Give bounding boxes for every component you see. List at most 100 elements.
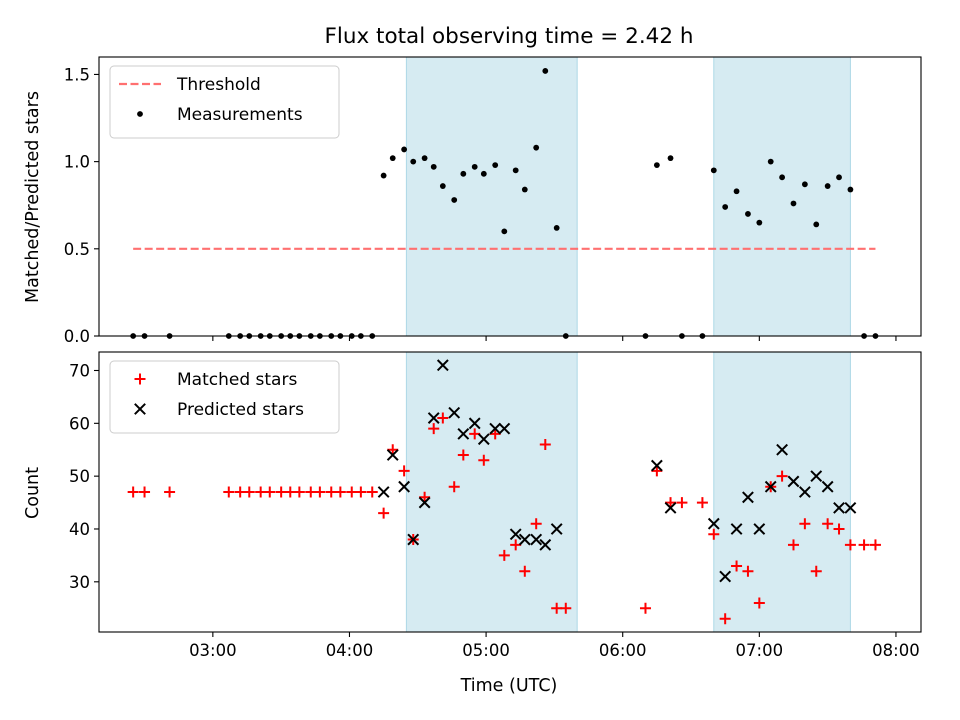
matched-star-point <box>469 428 481 440</box>
matched-star-point <box>293 486 305 498</box>
measurement-point <box>533 144 540 151</box>
measurement-point <box>653 162 660 169</box>
predicted-star-point <box>719 570 732 583</box>
matched-star-point <box>753 597 765 609</box>
measurement-point <box>847 186 854 193</box>
bottom-panel: 03:00 04:00 05:00 06:00 07:00 08:00 30 40 50 60 70… <box>69 351 922 660</box>
matched-star-point <box>822 518 834 530</box>
top-panel: 0.0 0.5 1.0 1.5 Threshold Measurements <box>64 56 922 346</box>
x-tick-label: 04:00 <box>326 641 374 660</box>
y-tick-label: 0.5 <box>64 240 90 259</box>
x-tick-label: 08:00 <box>872 641 920 660</box>
predicted-star-point <box>539 538 552 551</box>
measurement-point <box>401 146 408 153</box>
matched-star-point <box>510 539 522 551</box>
bottom-y-axis-label: Count <box>23 467 43 519</box>
predicted-star-point <box>550 523 563 535</box>
matched-star-point <box>223 486 235 498</box>
legend-label: Predicted stars <box>177 400 304 420</box>
matched-star-point <box>314 486 326 498</box>
measurement-point <box>801 181 808 188</box>
matched-star-point <box>366 486 378 498</box>
predicted-star-point <box>798 486 811 498</box>
matched-star-point <box>419 491 431 503</box>
matched-star-point <box>676 497 688 509</box>
matched-star-point <box>696 497 708 509</box>
legend-label: Threshold <box>176 75 261 95</box>
matched-star-point <box>539 438 551 450</box>
matched-star-point <box>787 539 799 551</box>
matched-star-point <box>387 444 399 456</box>
matched-star-point <box>448 481 460 493</box>
measurement-point <box>667 155 674 162</box>
predicted-star-point <box>468 417 481 430</box>
matched-star-point <box>776 470 788 482</box>
matched-star-point <box>437 412 449 424</box>
matched-star-point <box>428 423 440 435</box>
matched-star-point <box>742 565 754 577</box>
measurement-point <box>410 158 417 165</box>
matched-star-point <box>489 428 501 440</box>
matched-star-point <box>264 486 276 498</box>
matched-star-point <box>139 486 151 498</box>
predicted-star-point <box>436 359 449 372</box>
x-tick-label: 05:00 <box>462 641 510 660</box>
predicted-star-point <box>377 486 390 498</box>
matched-star-point <box>810 565 822 577</box>
matched-star-point <box>457 449 469 461</box>
matched-star-point <box>127 486 139 498</box>
measurement-point <box>451 197 458 203</box>
predicted-star-point <box>427 412 440 424</box>
predicted-star-point <box>509 528 522 541</box>
y-tick-label: 30 <box>69 573 90 592</box>
predicted-star-point <box>457 427 470 440</box>
matched-star-point <box>164 486 176 498</box>
matched-star-point <box>378 507 390 519</box>
measurement-point <box>380 172 387 179</box>
x-tick-label: 07:00 <box>736 641 784 660</box>
legend-predicted-swatch <box>134 403 146 415</box>
matched-star-point <box>355 486 367 498</box>
measurement-point <box>492 162 499 169</box>
matched-star-point <box>799 518 811 530</box>
measurement-point <box>521 186 528 193</box>
predicted-star-point <box>407 533 420 546</box>
legend: Matched stars Predicted stars <box>109 360 340 434</box>
observing-window-span <box>405 351 578 633</box>
predicted-star-point <box>730 523 743 535</box>
y-tick-label: 1.0 <box>64 153 90 172</box>
predicted-star-point <box>821 480 834 493</box>
matched-star-point <box>708 528 720 540</box>
top-y-axis-label: Matched/Predicted stars <box>23 91 43 303</box>
matched-star-point <box>858 539 870 551</box>
measurement-point <box>733 188 740 195</box>
measurement-point <box>745 211 751 217</box>
measurement-point <box>480 170 487 177</box>
predicted-star-point <box>764 480 777 493</box>
predicted-star-point <box>477 433 490 446</box>
figure-title: Flux total observing time = 2.42 h <box>325 24 694 49</box>
measurement-point <box>512 167 519 174</box>
measurement-point <box>756 219 763 226</box>
predicted-star-point <box>518 533 531 546</box>
matched-star-point <box>334 486 346 498</box>
legend-label: Matched stars <box>177 370 297 390</box>
y-tick-label: 50 <box>69 467 90 486</box>
y-tick-label: 1.5 <box>64 65 90 84</box>
predicted-star-point <box>833 501 845 514</box>
predicted-star-point <box>742 491 754 504</box>
matched-star-point <box>844 539 856 551</box>
matched-star-point <box>719 613 731 625</box>
legend-box <box>109 65 340 139</box>
x-tick-label: 03:00 <box>189 641 237 660</box>
matched-star-point <box>869 539 881 551</box>
measurement-point <box>710 167 717 174</box>
matched-star-point <box>530 518 542 530</box>
observing-window-span <box>713 351 851 633</box>
measurement-point <box>471 163 478 170</box>
axes-frame <box>98 351 922 633</box>
predicted-star-point <box>498 422 511 435</box>
legend-label: Measurements <box>177 105 303 125</box>
measurement-point <box>460 170 467 177</box>
